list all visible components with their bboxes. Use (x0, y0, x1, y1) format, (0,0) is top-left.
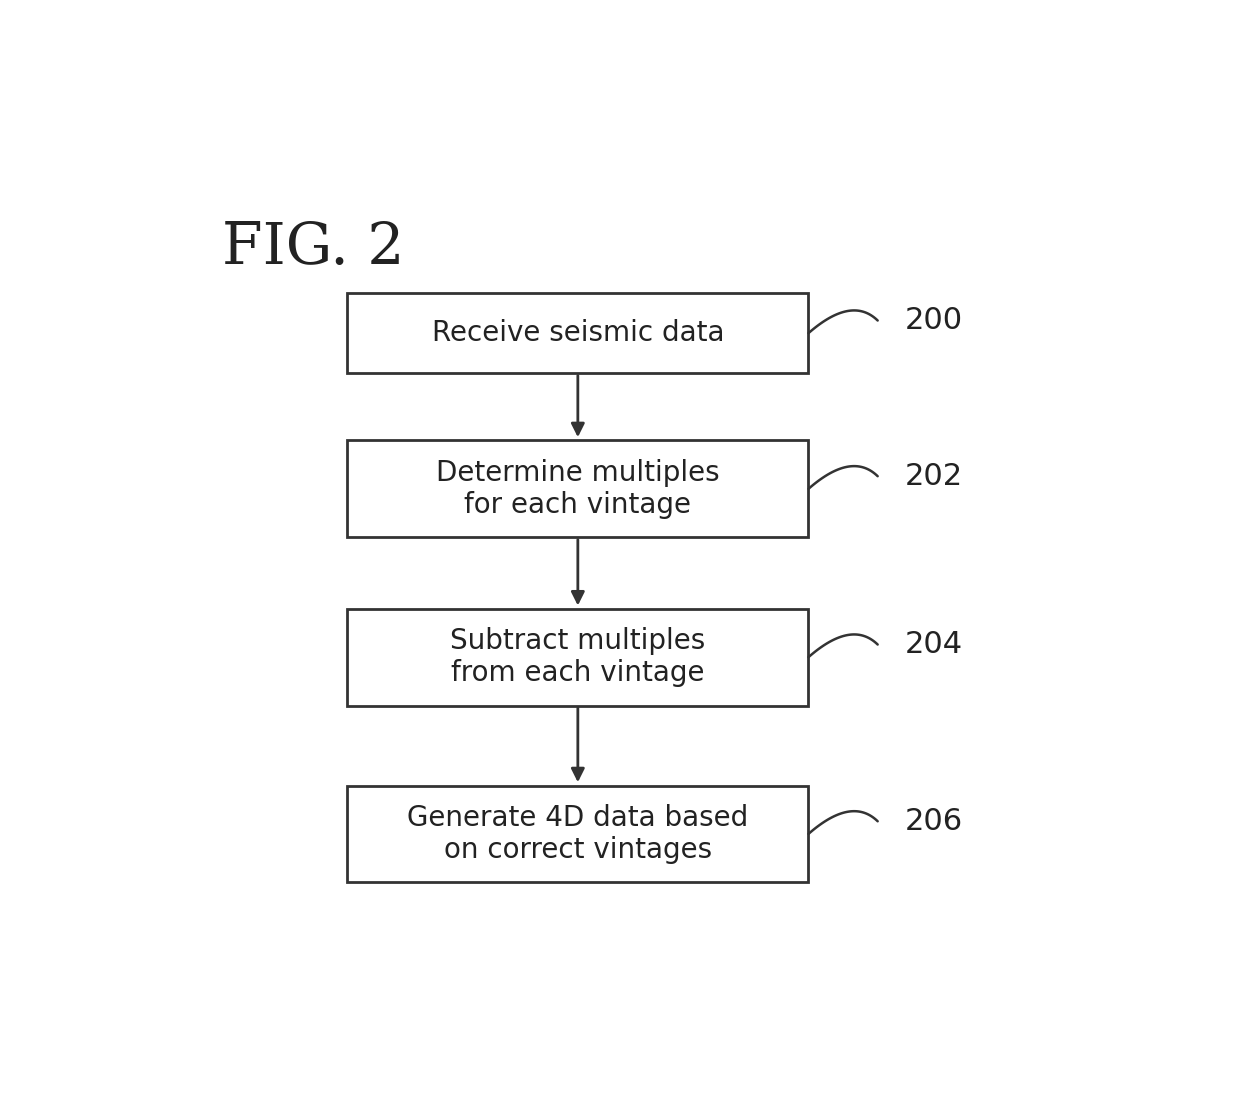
Text: 202: 202 (904, 461, 962, 491)
Text: Determine multiples
for each vintage: Determine multiples for each vintage (436, 459, 719, 519)
FancyBboxPatch shape (347, 293, 808, 373)
Text: 204: 204 (904, 630, 962, 659)
FancyBboxPatch shape (347, 440, 808, 538)
Text: Subtract multiples
from each vintage: Subtract multiples from each vintage (450, 627, 706, 687)
FancyBboxPatch shape (347, 609, 808, 706)
Text: 206: 206 (904, 807, 962, 836)
FancyBboxPatch shape (347, 786, 808, 882)
Text: Generate 4D data based
on correct vintages: Generate 4D data based on correct vintag… (407, 803, 749, 865)
Text: FIG. 2: FIG. 2 (222, 220, 404, 275)
Text: Receive seismic data: Receive seismic data (432, 319, 724, 348)
Text: 200: 200 (904, 306, 962, 336)
